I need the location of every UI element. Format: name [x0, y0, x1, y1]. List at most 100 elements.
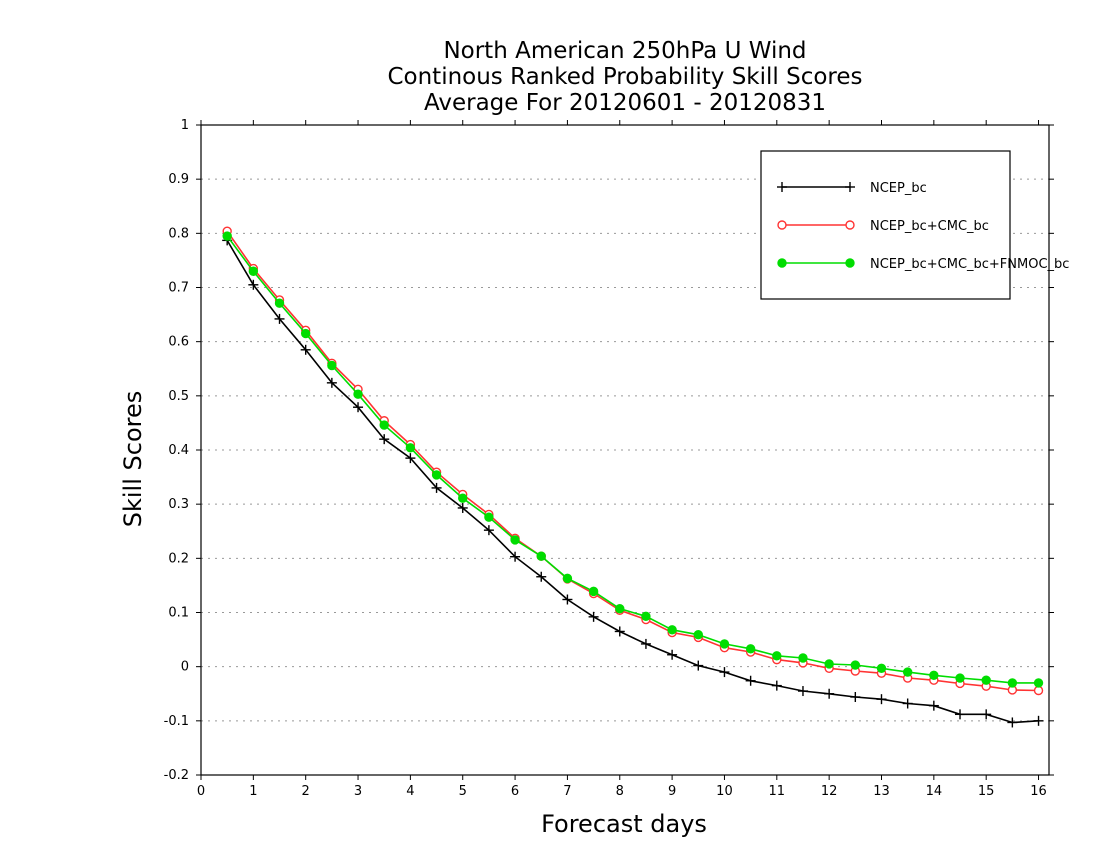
series-line: [226, 235, 1039, 684]
x-tick-label: 11: [769, 784, 786, 799]
data-point-dot: [458, 493, 468, 503]
data-point-plus: [300, 344, 311, 355]
x-tick-label: 6: [511, 784, 519, 799]
data-point-dot: [719, 639, 730, 649]
data-point-plus: [797, 686, 808, 697]
y-tick-label: 0.5: [168, 389, 189, 404]
data-point-dot: [845, 258, 855, 268]
data-point-dot: [248, 266, 259, 276]
data-point-plus: [667, 649, 678, 660]
data-point-dot: [431, 470, 442, 480]
data-point-plus: [483, 525, 494, 536]
legend-label: NCEP_bc+CMC_bc: [870, 219, 989, 234]
data-point-plus: [431, 482, 442, 493]
series-line: [226, 239, 1039, 724]
data-point-plus: [928, 700, 939, 711]
data-point-plus: [274, 313, 285, 324]
data-point-plus: [845, 182, 855, 192]
data-point-dot: [379, 420, 389, 430]
data-point-dot: [824, 659, 834, 669]
legend: NCEP_bc NCEP_bc+CMC_bc NCEP_bc+CMC_bc+FNMO…: [760, 150, 1069, 300]
legend-label: NCEP_bc: [870, 181, 927, 196]
x-tick-label: 10: [716, 784, 733, 799]
data-point-plus: [876, 694, 887, 705]
x-tick-label: 2: [302, 784, 310, 799]
data-point-dot: [510, 535, 520, 545]
data-point-dot: [588, 586, 599, 597]
data-point-plus: [771, 680, 782, 691]
data-point-plus: [981, 709, 992, 720]
y-tick-label: 0.7: [168, 281, 189, 296]
x-tick-label: 7: [563, 784, 571, 799]
data-point-plus: [588, 611, 599, 622]
data-point-plus: [640, 638, 651, 649]
data-point-plus: [562, 594, 573, 605]
x-tick-label: 16: [1030, 784, 1047, 799]
x-tick-label: 9: [668, 784, 676, 799]
x-axis-title: Forecast days: [541, 810, 707, 838]
data-point-plus: [1007, 717, 1018, 728]
x-tick-label: 0: [197, 784, 205, 799]
data-point-dot: [615, 604, 625, 614]
data-point-dot: [902, 667, 913, 677]
data-point-dot: [536, 551, 546, 561]
data-point-dot: [876, 663, 887, 673]
x-tick-label: 13: [873, 784, 890, 799]
data-point-plus: [1033, 715, 1044, 726]
data-point-dot: [798, 653, 808, 663]
data-point-dot: [955, 673, 965, 683]
data-point-circle: [1033, 685, 1044, 696]
data-point-dot: [1007, 678, 1018, 688]
y-tick-label: 0.3: [168, 497, 189, 512]
chart-title-line-3: Average For 20120601 - 20120831: [423, 90, 827, 116]
x-tick-label: 5: [459, 784, 467, 799]
x-tick-label: 15: [978, 784, 995, 799]
data-point-plus: [326, 377, 337, 388]
data-point-plus: [510, 551, 521, 562]
data-point-plus: [457, 502, 468, 513]
data-point-plus: [824, 688, 835, 699]
data-point-dot: [777, 258, 787, 268]
x-tick-label: 12: [821, 784, 838, 799]
y-axis-title: Skill Scores: [119, 390, 147, 528]
series-1: [222, 235, 1044, 728]
y-tick-label: 0.2: [168, 551, 189, 566]
legend-item: NCEP_bc+CMC_bc: [777, 219, 989, 234]
data-point-dot: [1033, 678, 1044, 688]
data-point-dot: [667, 625, 677, 635]
chart-title-line-1: North American 250hPa U Wind: [443, 38, 807, 64]
data-point-plus: [777, 182, 787, 192]
chart-title-line-2: Continous Ranked Probability Skill Score…: [387, 64, 863, 90]
data-point-dot: [300, 328, 311, 339]
data-point-circle: [777, 220, 787, 230]
data-point-dot: [772, 651, 782, 661]
y-tick-label: 0: [181, 660, 189, 675]
data-point-plus: [902, 698, 913, 709]
data-point-plus: [353, 402, 364, 413]
y-tick-label: 0.1: [168, 606, 189, 621]
legend-item: NCEP_bc+CMC_bc+FNMOC_bc: [777, 257, 1069, 272]
data-point-dot: [981, 675, 991, 685]
data-point-dot: [641, 611, 651, 621]
series-3: [222, 231, 1044, 688]
y-tick-label: 0.8: [168, 226, 189, 241]
data-point-plus: [405, 453, 416, 464]
data-point-plus: [955, 709, 966, 720]
data-point-dot: [850, 660, 861, 670]
legend-item: NCEP_bc: [777, 181, 927, 196]
data-point-dot: [484, 512, 494, 522]
data-point-plus: [614, 626, 625, 637]
y-tick-label: -0.2: [164, 768, 189, 783]
data-point-dot: [222, 231, 232, 241]
x-tick-label: 8: [616, 784, 624, 799]
data-point-circle: [845, 220, 855, 230]
data-point-dot: [327, 360, 337, 371]
data-point-dot: [353, 389, 363, 399]
data-point-dot: [405, 443, 416, 453]
data-point-plus: [536, 571, 547, 582]
data-point-dot: [274, 298, 285, 308]
y-tick-label: 0.6: [168, 335, 189, 350]
data-point-dot: [929, 670, 939, 681]
data-point-plus: [693, 660, 704, 671]
